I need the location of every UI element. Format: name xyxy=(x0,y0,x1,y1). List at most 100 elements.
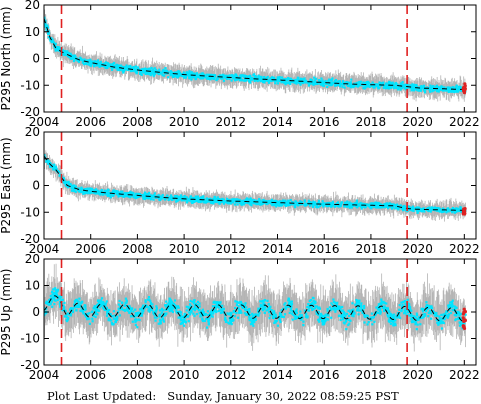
data-point xyxy=(343,205,346,208)
data-point xyxy=(373,205,377,208)
data-point xyxy=(440,87,443,91)
x-tick-label: 2014 xyxy=(262,115,293,129)
data-point xyxy=(343,86,346,89)
data-point xyxy=(318,204,322,207)
data-point xyxy=(216,77,219,80)
data-point xyxy=(343,81,346,85)
data-point xyxy=(164,198,167,201)
data-point xyxy=(349,203,352,206)
data-point xyxy=(211,77,214,80)
data-point xyxy=(134,192,138,195)
data-point xyxy=(166,70,169,73)
data-point xyxy=(252,74,255,77)
data-point xyxy=(278,76,281,79)
data-point xyxy=(161,193,164,197)
data-point xyxy=(88,63,92,66)
data-point xyxy=(64,181,67,184)
data-point xyxy=(256,202,260,206)
data-point xyxy=(280,76,284,79)
data-point xyxy=(162,69,165,72)
data-point xyxy=(124,68,127,71)
data-point xyxy=(347,205,350,208)
data-point xyxy=(107,62,110,66)
data-point xyxy=(185,74,188,77)
data-point xyxy=(172,198,175,201)
data-point xyxy=(158,194,161,197)
data-point xyxy=(259,200,262,203)
data-point xyxy=(361,202,364,205)
data-point xyxy=(377,87,380,90)
data-point xyxy=(443,86,446,89)
data-point xyxy=(430,86,433,89)
data-point xyxy=(77,60,81,63)
data-point xyxy=(189,71,192,75)
data-point xyxy=(207,77,210,80)
data-point xyxy=(417,206,420,209)
data-point xyxy=(401,81,404,84)
data-point xyxy=(408,206,411,209)
data-point xyxy=(62,178,66,181)
data-point xyxy=(94,60,97,63)
panel-3: 2004 2006 2008 2010 2012 2014 2016 2018 2020 2022… xyxy=(0,252,480,382)
data-point xyxy=(148,69,151,72)
data-point xyxy=(376,83,379,86)
data-point xyxy=(322,202,325,205)
data-point xyxy=(167,198,170,202)
data-point xyxy=(399,204,402,207)
data-point xyxy=(328,82,332,86)
data-point xyxy=(352,84,355,87)
data-point xyxy=(375,202,378,205)
data-point xyxy=(179,73,182,76)
data-point xyxy=(395,86,398,89)
data-point xyxy=(211,200,214,203)
data-point xyxy=(230,79,233,82)
data-point xyxy=(329,78,332,81)
data-point xyxy=(297,81,301,84)
data-point xyxy=(257,75,260,78)
data-point xyxy=(148,196,151,199)
data-point xyxy=(265,76,269,80)
y-tick-label: 10 xyxy=(25,152,40,166)
x-tick-label: 2008 xyxy=(122,242,153,256)
data-point xyxy=(189,75,193,79)
data-point xyxy=(153,195,156,198)
data-point xyxy=(140,73,143,76)
data-point xyxy=(129,192,132,195)
data-point xyxy=(44,22,47,26)
data-point xyxy=(70,187,73,190)
data-point xyxy=(312,83,315,86)
data-point xyxy=(192,200,195,203)
data-point xyxy=(135,72,138,75)
data-point xyxy=(159,195,162,198)
data-point xyxy=(446,86,449,90)
data-point xyxy=(330,83,334,86)
data-point xyxy=(326,85,329,89)
data-point xyxy=(400,207,403,210)
data-point xyxy=(180,74,183,77)
data-point xyxy=(146,72,149,75)
data-point xyxy=(153,67,156,70)
data-point xyxy=(412,207,415,210)
data-point xyxy=(270,202,273,205)
data-point xyxy=(374,201,377,204)
data-point xyxy=(285,78,288,81)
data-point xyxy=(99,193,102,196)
data-point xyxy=(218,202,221,205)
data-point xyxy=(140,70,143,73)
data-point xyxy=(239,201,242,204)
data-point xyxy=(170,198,174,202)
data-point xyxy=(92,63,95,66)
data-point xyxy=(107,192,110,195)
data-point xyxy=(360,207,363,210)
data-point xyxy=(429,209,432,212)
data-point xyxy=(83,63,86,66)
data-point xyxy=(294,203,298,206)
data-point xyxy=(173,71,176,74)
data-point xyxy=(118,193,121,196)
data-point xyxy=(233,79,237,82)
data-point xyxy=(421,208,424,211)
data-point xyxy=(178,197,181,201)
data-point xyxy=(56,169,60,173)
data-point xyxy=(53,43,56,46)
data-point xyxy=(357,84,360,87)
